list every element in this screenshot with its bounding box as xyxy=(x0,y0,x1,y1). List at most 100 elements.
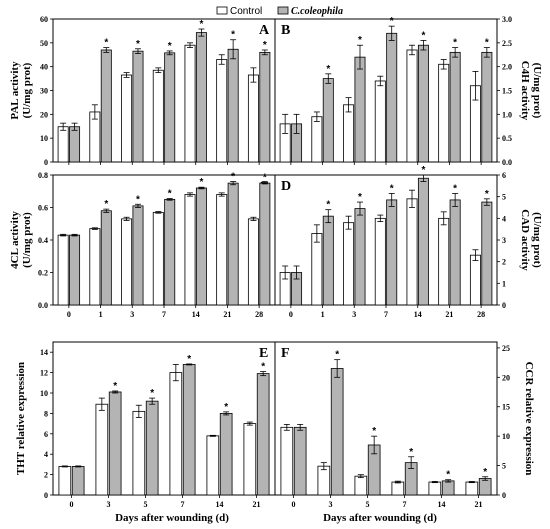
bar-treatment xyxy=(481,201,493,306)
x-tick-label: 28 xyxy=(477,310,485,319)
x-tick-label: 14 xyxy=(192,310,200,319)
bar-treatment xyxy=(354,208,366,306)
x-tick-label: 14 xyxy=(216,500,224,509)
bar-treatment xyxy=(417,177,429,306)
x-axis-label-right: Days after wounding (d) xyxy=(323,512,437,524)
significance-star: * xyxy=(421,165,425,176)
significance-star: * xyxy=(261,362,265,373)
bar-treatment xyxy=(164,52,176,163)
bar-control xyxy=(391,481,405,496)
significance-star: * xyxy=(335,350,339,361)
y-tick-label: 3.0 xyxy=(502,15,512,24)
y-tick-label: 2 xyxy=(502,258,506,267)
bar-control xyxy=(406,49,418,163)
bar-control xyxy=(121,218,133,306)
bar-control xyxy=(57,234,69,306)
significance-star: * xyxy=(263,40,267,51)
significance-star: * xyxy=(113,381,117,392)
bar-control xyxy=(89,228,101,306)
panel-frame xyxy=(52,341,276,496)
x-tick-label: 0 xyxy=(289,310,293,319)
legend-swatch-treatment xyxy=(277,6,289,15)
y-tick-label: 10 xyxy=(40,389,48,398)
bar-control xyxy=(428,481,442,496)
y-axis-label: (U/mg prot) xyxy=(21,62,33,118)
bar-control xyxy=(354,475,368,496)
significance-star: * xyxy=(326,200,330,211)
significance-star: * xyxy=(446,470,450,481)
y-tick-label: 0.0 xyxy=(502,158,512,167)
bar-treatment xyxy=(386,199,398,306)
bar-control xyxy=(216,194,228,306)
significance-star: * xyxy=(409,447,413,458)
bar-treatment xyxy=(386,32,398,163)
panel-frame xyxy=(274,18,498,163)
significance-star: * xyxy=(104,38,108,49)
x-tick-label: 14 xyxy=(438,500,446,509)
bar-treatment xyxy=(195,32,207,163)
bar-treatment xyxy=(449,199,461,306)
significance-star: * xyxy=(453,183,457,194)
significance-star: * xyxy=(485,189,489,200)
x-tick-label: 21 xyxy=(253,500,261,509)
bar-treatment xyxy=(227,182,239,306)
y-tick-label: 14 xyxy=(40,348,48,357)
y-axis-label: (U/mg prot) xyxy=(531,63,543,119)
bar-control xyxy=(280,426,294,496)
x-tick-label: 21 xyxy=(475,500,483,509)
y-axis-label: CAD activity xyxy=(519,209,531,271)
bar-control xyxy=(206,435,220,496)
significance-star: * xyxy=(199,19,203,30)
bar-control xyxy=(343,222,355,306)
y-tick-label: 0 xyxy=(44,158,48,167)
bar-control xyxy=(247,74,259,163)
bar-treatment xyxy=(481,51,493,163)
bar-control xyxy=(406,198,418,306)
y-tick-label: 20 xyxy=(502,373,510,382)
y-tick-label: 2.5 xyxy=(502,39,512,48)
significance-star: * xyxy=(136,39,140,50)
bar-treatment xyxy=(164,198,176,306)
bar-treatment xyxy=(322,215,334,306)
y-tick-label: 60 xyxy=(40,15,48,24)
panel-a: 0 10 20 30 40 50 60 PAL activity (U/mg prot) A * * *… xyxy=(9,15,276,167)
bar-control xyxy=(152,69,164,163)
panel-frame xyxy=(274,341,498,496)
x-tick-label: 28 xyxy=(255,310,263,319)
y-axis-label: CCR relative expression xyxy=(523,362,535,476)
y-axis-label: THT relative expression xyxy=(15,362,27,475)
bar-control xyxy=(95,403,109,496)
y-axis-label: (U/mg prot) xyxy=(21,212,33,268)
significance-star: * xyxy=(358,192,362,203)
y-tick-label: 0.6 xyxy=(38,204,48,213)
bar-treatment xyxy=(449,51,461,163)
bar-control xyxy=(311,233,323,306)
y-tick-label: 15 xyxy=(502,403,510,412)
bar-treatment xyxy=(330,368,344,496)
bar-treatment xyxy=(69,126,81,163)
y-tick-label: 1.5 xyxy=(502,87,512,96)
y-tick-label: 1.0 xyxy=(502,110,512,119)
y-axis-label: PAL activity xyxy=(9,61,21,120)
x-tick-label: 7 xyxy=(384,310,388,319)
y-tick-label: 0.0 xyxy=(38,301,48,310)
x-tick-label: 7 xyxy=(181,500,185,509)
significance-star: * xyxy=(485,38,489,49)
panel-letter: F xyxy=(281,346,290,361)
bar-control xyxy=(184,194,196,306)
x-tick-label: 5 xyxy=(366,500,370,509)
significance-star: * xyxy=(263,172,267,183)
significance-star: * xyxy=(326,64,330,75)
bar-control xyxy=(152,211,164,306)
x-tick-label: 0 xyxy=(70,500,74,509)
x-tick-label: 3 xyxy=(352,310,356,319)
legend: Control C.coleophila xyxy=(216,6,343,17)
significance-star: * xyxy=(358,35,362,46)
y-tick-label: 6 xyxy=(502,171,506,180)
panel-letter: B xyxy=(281,23,290,38)
y-tick-label: 0 xyxy=(44,491,48,500)
y-tick-label: 0.4 xyxy=(38,236,48,245)
significance-star: * xyxy=(187,354,191,365)
